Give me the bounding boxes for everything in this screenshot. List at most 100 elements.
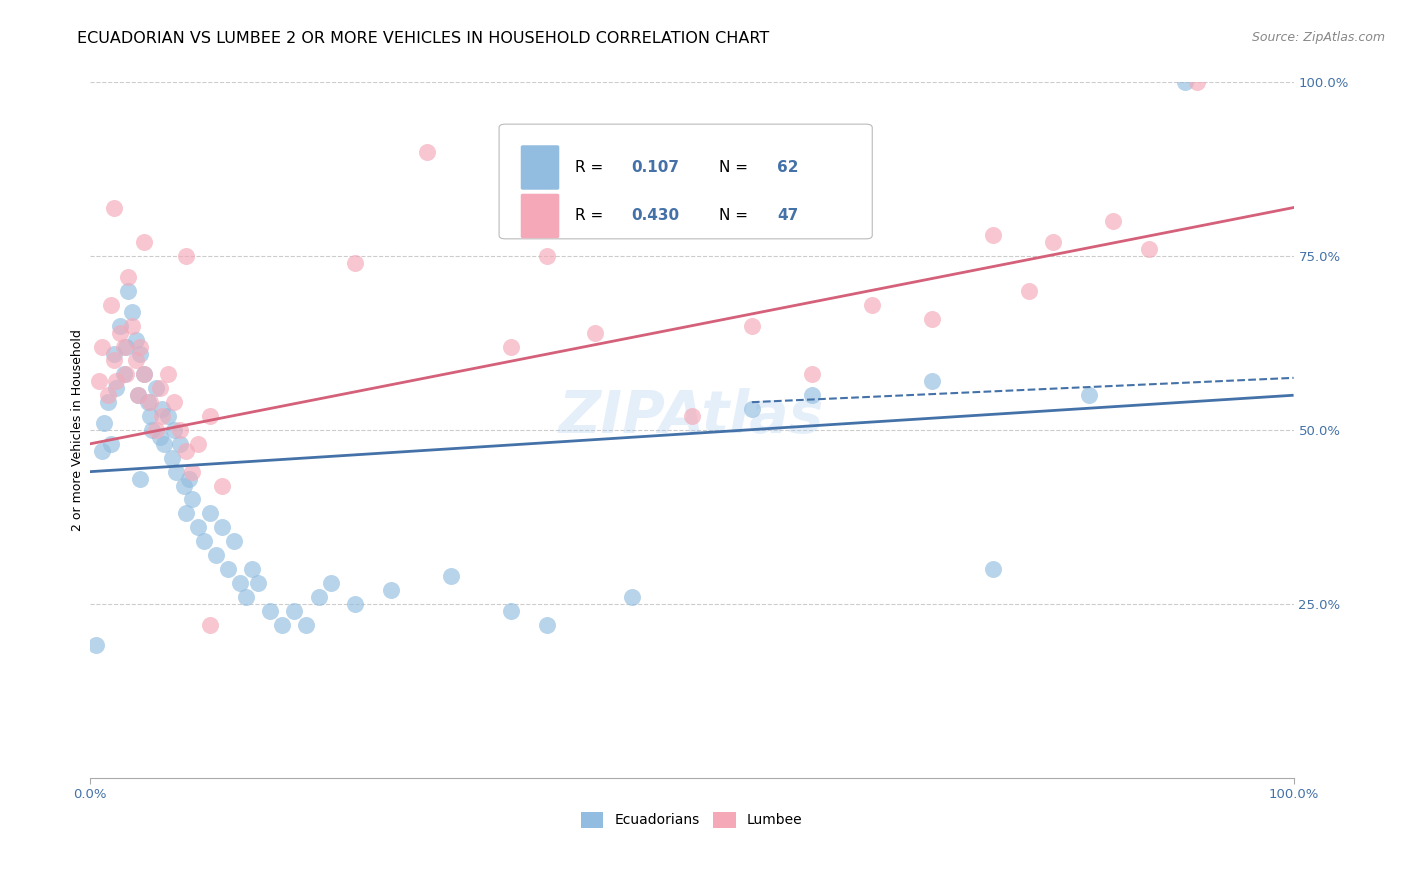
Point xyxy=(173,478,195,492)
Point xyxy=(181,492,204,507)
Point xyxy=(129,346,152,360)
Point xyxy=(681,409,703,423)
FancyBboxPatch shape xyxy=(520,145,560,190)
Point xyxy=(124,333,146,347)
Point xyxy=(132,368,155,382)
Point xyxy=(1102,214,1125,228)
Point xyxy=(169,437,191,451)
Point xyxy=(741,402,763,417)
Point xyxy=(211,478,233,492)
Point xyxy=(132,235,155,250)
Point xyxy=(501,340,523,354)
Point xyxy=(163,423,186,437)
Y-axis label: 2 or more Vehicles in Household: 2 or more Vehicles in Household xyxy=(72,329,84,531)
Point xyxy=(174,249,197,263)
Point xyxy=(416,145,439,159)
Point xyxy=(100,437,122,451)
Point xyxy=(163,395,186,409)
Point xyxy=(217,562,239,576)
Point xyxy=(801,368,824,382)
Point xyxy=(536,617,558,632)
Point xyxy=(97,395,120,409)
Point xyxy=(247,575,270,590)
Point xyxy=(93,416,115,430)
Point xyxy=(1187,75,1209,89)
FancyBboxPatch shape xyxy=(520,194,560,238)
Point xyxy=(129,340,152,354)
Point xyxy=(136,395,159,409)
Point xyxy=(150,402,173,417)
Point xyxy=(157,368,180,382)
Legend: Ecuadorians, Lumbee: Ecuadorians, Lumbee xyxy=(575,806,808,833)
Point xyxy=(921,374,943,388)
Point xyxy=(860,298,883,312)
Point xyxy=(132,368,155,382)
Point xyxy=(117,270,139,285)
Point xyxy=(1174,75,1197,89)
Point xyxy=(174,507,197,521)
Point xyxy=(90,443,112,458)
Point xyxy=(187,520,209,534)
Point xyxy=(129,472,152,486)
Point xyxy=(229,575,252,590)
Text: 0.430: 0.430 xyxy=(631,209,679,224)
Point xyxy=(90,340,112,354)
Point xyxy=(283,604,305,618)
Point xyxy=(235,590,257,604)
Point xyxy=(741,318,763,333)
Point xyxy=(177,472,200,486)
Point xyxy=(117,284,139,298)
Point xyxy=(1137,242,1160,256)
Point xyxy=(150,409,173,423)
Point xyxy=(981,228,1004,243)
Point xyxy=(108,326,131,340)
Point xyxy=(115,368,138,382)
Point xyxy=(139,395,162,409)
Text: N =: N = xyxy=(720,160,754,175)
Point xyxy=(157,409,180,423)
Point xyxy=(84,639,107,653)
FancyBboxPatch shape xyxy=(499,124,872,239)
Point xyxy=(145,423,167,437)
Point xyxy=(1077,388,1099,402)
Point xyxy=(103,201,125,215)
Point xyxy=(103,353,125,368)
Text: R =: R = xyxy=(575,209,607,224)
Point xyxy=(319,575,342,590)
Text: 47: 47 xyxy=(778,209,799,224)
Point xyxy=(121,318,143,333)
Point xyxy=(440,569,463,583)
Point xyxy=(181,465,204,479)
Point xyxy=(145,381,167,395)
Text: ECUADORIAN VS LUMBEE 2 OR MORE VEHICLES IN HOUSEHOLD CORRELATION CHART: ECUADORIAN VS LUMBEE 2 OR MORE VEHICLES … xyxy=(77,31,769,46)
Point xyxy=(187,437,209,451)
Text: N =: N = xyxy=(720,209,754,224)
Point xyxy=(224,534,246,549)
Point xyxy=(240,562,263,576)
Point xyxy=(153,437,176,451)
Text: R =: R = xyxy=(575,160,607,175)
Point xyxy=(981,562,1004,576)
Point xyxy=(205,548,228,562)
Point xyxy=(121,305,143,319)
Point xyxy=(112,340,135,354)
Point xyxy=(801,388,824,402)
Point xyxy=(1018,284,1040,298)
Point xyxy=(166,465,188,479)
Point xyxy=(343,256,366,270)
Point xyxy=(921,311,943,326)
Point xyxy=(295,617,318,632)
Point xyxy=(343,597,366,611)
Point xyxy=(174,443,197,458)
Point xyxy=(103,346,125,360)
Point xyxy=(501,604,523,618)
Point xyxy=(124,353,146,368)
Point xyxy=(149,381,172,395)
Point xyxy=(198,507,221,521)
Point xyxy=(127,388,149,402)
Text: Source: ZipAtlas.com: Source: ZipAtlas.com xyxy=(1251,31,1385,45)
Point xyxy=(1042,235,1064,250)
Point xyxy=(139,409,162,423)
Point xyxy=(259,604,281,618)
Point xyxy=(127,388,149,402)
